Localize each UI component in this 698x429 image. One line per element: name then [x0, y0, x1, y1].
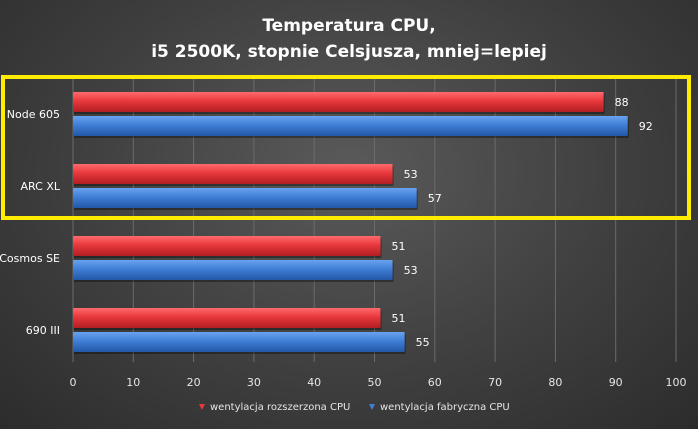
x-tick-label: 10: [126, 376, 140, 389]
legend-marker: [199, 404, 205, 410]
bar-value-label: 53: [404, 264, 418, 277]
bar-value-label: 51: [392, 240, 406, 253]
bar-node-605-series-2: [73, 116, 628, 136]
legend[interactable]: wentylacja rozszerzona CPU wentylacja fab…: [199, 402, 510, 413]
data-labels: 88 92 53 57 51 53 51 55: [392, 96, 653, 349]
category-label-cosmos-se: Cosmos SE: [0, 252, 60, 265]
bar-value-label: 51: [392, 312, 406, 325]
bar-value-label: 88: [615, 96, 629, 109]
bar-node-605-series-1: [73, 92, 604, 112]
x-axis-tick-labels: 0 10 20 30 40 50 60 70 80 90 100: [70, 376, 687, 389]
legend-label: wentylacja fabryczna CPU: [380, 402, 510, 413]
category-label-node-605: Node 605: [7, 108, 60, 121]
x-tick-label: 20: [187, 376, 201, 389]
bar-value-label: 92: [639, 120, 653, 133]
legend-label: wentylacja rozszerzona CPU: [210, 402, 350, 413]
x-tick-label: 0: [70, 376, 77, 389]
category-label-690-iii: 690 III: [26, 324, 60, 337]
bar-arc-xl-series-2: [73, 188, 417, 208]
chart-title: Temperatura CPU, i5 2500K, stopnie Celsj…: [151, 16, 547, 62]
category-label-arc-xl: ARC XL: [21, 180, 61, 193]
bar-690-iii-series-2: [73, 332, 405, 352]
legend-marker: [369, 404, 375, 410]
x-tick-label: 40: [307, 376, 321, 389]
x-tick-label: 60: [428, 376, 442, 389]
bar-value-label: 55: [416, 336, 430, 349]
x-tick-label: 90: [609, 376, 623, 389]
chart-title-line-2: i5 2500K, stopnie Celsjusza, mniej=lepie…: [151, 42, 547, 62]
x-tick-label: 80: [548, 376, 562, 389]
x-tick-label: 100: [666, 376, 687, 389]
bar-value-label: 53: [404, 168, 418, 181]
highlight-box-layer: [1, 75, 691, 220]
bar-arc-xl-series-1: [73, 164, 393, 184]
x-tick-label: 30: [247, 376, 261, 389]
legend-item-2[interactable]: wentylacja fabryczna CPU: [369, 402, 510, 413]
bar-cosmos-se-series-1: [73, 236, 381, 256]
legend-item-1[interactable]: wentylacja rozszerzona CPU: [199, 402, 350, 413]
x-tick-label: 70: [488, 376, 502, 389]
bar-value-label: 57: [428, 192, 442, 205]
bar-690-iii-series-1: [73, 308, 381, 328]
x-tick-label: 50: [368, 376, 382, 389]
highlight-box: [1, 75, 691, 220]
bar-cosmos-se-series-2: [73, 260, 393, 280]
chart-title-line-1: Temperatura CPU,: [262, 16, 435, 36]
category-labels: Node 605 ARC XL Cosmos SE 690 III: [0, 108, 61, 337]
bars: [73, 92, 629, 354]
